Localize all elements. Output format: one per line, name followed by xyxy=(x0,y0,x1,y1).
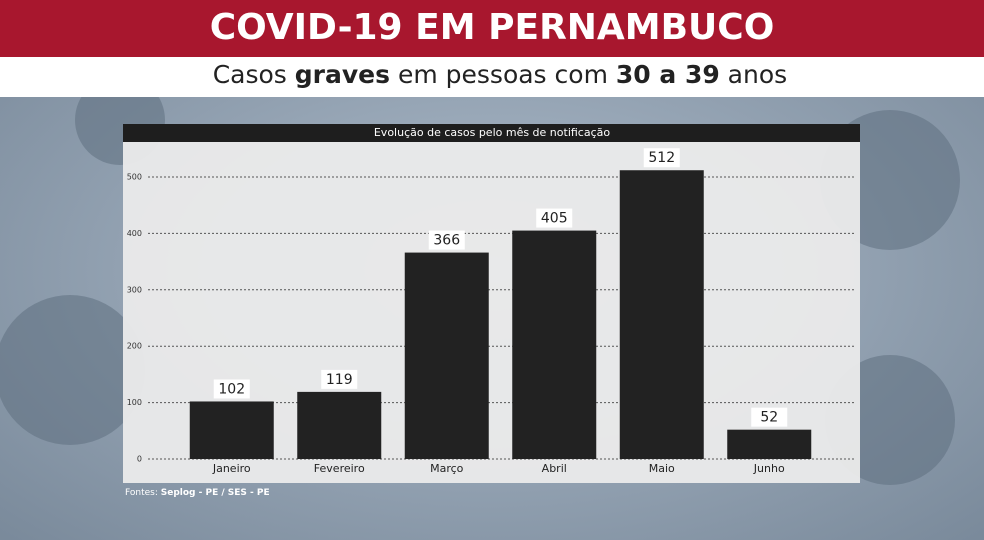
x-tick-label: Janeiro xyxy=(212,462,251,475)
value-label-box xyxy=(643,148,680,168)
y-tick-label: 500 xyxy=(127,173,142,182)
y-tick-label: 400 xyxy=(127,229,142,238)
x-tick-label: Março xyxy=(430,462,464,475)
y-tick-label: 100 xyxy=(127,398,142,407)
y-tick-label: 200 xyxy=(127,342,142,351)
value-label: 512 xyxy=(648,150,675,166)
value-label-box xyxy=(213,379,250,399)
value-label-box xyxy=(751,407,788,427)
x-tick-label: Junho xyxy=(753,462,785,475)
source-text: Seplog - PE / SES - PE xyxy=(161,488,270,498)
bar xyxy=(189,401,274,459)
subtitle-part: anos xyxy=(720,60,787,89)
bar xyxy=(512,230,597,459)
value-label: 405 xyxy=(541,211,568,227)
subtitle: Casos graves em pessoas com 30 a 39 anos xyxy=(173,60,811,89)
value-label: 119 xyxy=(326,372,353,388)
subtitle-part: 30 a 39 xyxy=(616,60,720,89)
page-title: COVID-19 EM PERNAMBUCO xyxy=(210,7,775,48)
x-tick-label: Fevereiro xyxy=(314,462,365,475)
y-tick-label: 0 xyxy=(137,455,142,464)
subtitle-part: em pessoas com xyxy=(390,60,616,89)
source: Fontes: Seplog - PE / SES - PE xyxy=(125,488,270,498)
chart-header xyxy=(123,124,860,142)
value-label: 52 xyxy=(760,410,778,426)
y-tick-label: 300 xyxy=(127,285,142,294)
header-band xyxy=(0,0,984,57)
x-tick-label: Maio xyxy=(649,462,675,475)
bar xyxy=(404,252,489,459)
subtitle-part: graves xyxy=(295,60,390,89)
value-label: 366 xyxy=(433,233,460,249)
x-tick-label: Abril xyxy=(542,462,567,475)
plot: 0 100 200 300 400 500 102 Janeiro 119 Fevereiro 36… xyxy=(127,148,856,475)
value-label-box xyxy=(536,208,573,228)
value-label-box xyxy=(428,230,465,250)
subtitle-part: Casos xyxy=(213,60,295,89)
chart-title: Evolução de casos pelo mês de notificaçã… xyxy=(374,126,611,139)
value-label: 102 xyxy=(218,381,245,397)
bar xyxy=(619,170,704,459)
subtitle-band xyxy=(0,57,984,97)
source-label: Fontes: xyxy=(125,488,158,498)
bar xyxy=(727,429,812,459)
bar xyxy=(297,391,382,459)
value-label-box xyxy=(321,369,358,389)
